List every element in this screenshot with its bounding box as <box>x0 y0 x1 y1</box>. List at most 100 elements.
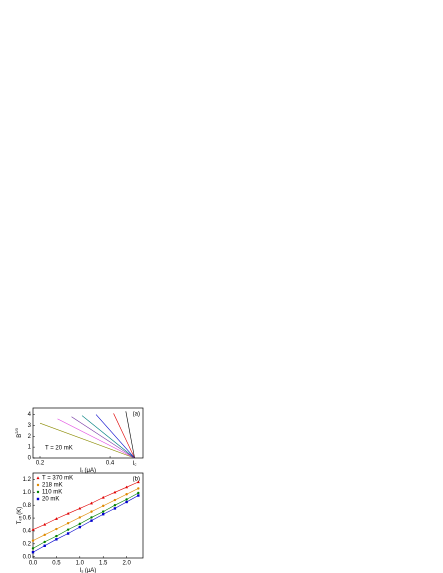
marker <box>90 510 93 513</box>
annotation: T = 20 mK <box>45 446 73 452</box>
x-tick-label: 0.0 <box>29 561 38 567</box>
fit-line <box>125 411 135 459</box>
panel-label: (b) <box>133 477 140 483</box>
fit-line <box>32 492 139 549</box>
plot-frame <box>32 472 144 559</box>
x-label-sub: r <box>82 469 84 474</box>
marker <box>43 544 46 547</box>
marker <box>31 551 35 554</box>
legend-label: 218 mK <box>42 483 63 489</box>
marker <box>113 507 117 510</box>
y-tick-label: 0.4 <box>23 529 32 535</box>
legend-marker <box>36 490 40 494</box>
marker <box>31 528 35 531</box>
legend-marker <box>36 483 40 487</box>
y-tick-label: 0.0 <box>23 554 32 560</box>
fit-line <box>113 413 135 459</box>
marker <box>113 490 117 494</box>
marker <box>137 491 140 495</box>
y-label-main: B <box>17 434 23 438</box>
marker <box>66 511 70 515</box>
marker <box>43 522 47 526</box>
y-label-sup: 2/3 <box>14 427 19 433</box>
fit-line <box>81 415 135 459</box>
marker <box>31 547 35 550</box>
x-label-sub: s <box>81 569 83 573</box>
x-tick-label: 0.5 <box>52 561 61 567</box>
y-tick-label: 1 <box>28 445 32 451</box>
fit-line <box>32 481 139 530</box>
marker <box>113 503 117 507</box>
marker <box>66 528 70 531</box>
marker <box>90 501 94 505</box>
marker <box>125 498 128 501</box>
fit-line <box>39 422 135 459</box>
y-tick-label: 0.6 <box>23 516 32 522</box>
legend-marker <box>36 476 40 480</box>
x-tick-label: 1.5 <box>99 561 108 567</box>
legend-label: 20 mK <box>42 497 59 503</box>
fit-line <box>32 488 139 541</box>
marker <box>102 513 105 516</box>
marker <box>78 506 82 510</box>
y-axis-label: B2/3 <box>14 427 23 437</box>
marker <box>78 516 82 519</box>
y-label-sub: eff <box>18 515 23 520</box>
fit-line <box>71 416 135 459</box>
fit-line <box>57 418 135 459</box>
marker <box>43 533 46 537</box>
marker <box>55 534 58 538</box>
y-tick-label: 0.8 <box>23 503 32 509</box>
marker <box>125 500 128 504</box>
fit-line <box>95 414 135 459</box>
y-label-main: T <box>17 520 23 524</box>
x-tick-label: 0.4 <box>106 461 115 467</box>
ic-sub: c <box>134 462 136 467</box>
x-label-unit: (μA) <box>85 568 96 573</box>
x-axis-label: Is (μA) <box>80 568 97 573</box>
marker <box>101 495 105 499</box>
y-tick-label: 4 <box>28 412 32 418</box>
marker <box>55 538 58 541</box>
y-tick-label: 0 <box>28 456 32 462</box>
x-axis-label: Ir (μA) <box>80 468 96 474</box>
legend-label: T = 370 mK <box>42 476 73 482</box>
y-tick-label: 2 <box>28 434 32 440</box>
x-label-main: I <box>80 468 82 474</box>
y-label-unit: (K) <box>17 507 23 515</box>
marker <box>102 504 105 508</box>
marker <box>54 517 58 520</box>
ic-label: Ic <box>133 461 137 467</box>
marker <box>55 527 58 531</box>
marker <box>136 480 140 484</box>
marker <box>90 519 93 522</box>
x-label-unit: (μA) <box>85 468 96 474</box>
x-tick-label: 2.0 <box>122 561 131 567</box>
marker <box>66 522 70 525</box>
fit-line <box>32 495 139 553</box>
panel-label: (a) <box>133 412 140 418</box>
legend-label: 110 mK <box>42 490 62 496</box>
y-tick-label: 0.2 <box>23 541 32 547</box>
x-tick-label: 0.2 <box>36 461 45 467</box>
marker <box>125 485 129 489</box>
marker <box>137 494 140 497</box>
marker <box>113 498 117 502</box>
marker <box>66 532 70 535</box>
marker <box>90 516 93 519</box>
legend-marker <box>36 497 40 501</box>
marker <box>102 510 105 513</box>
marker <box>137 487 140 490</box>
y-tick-label: 1.0 <box>23 490 32 496</box>
x-tick-label: 1.0 <box>76 561 85 567</box>
marker <box>78 525 82 529</box>
x-label-main: I <box>80 568 82 573</box>
y-tick-label: 3 <box>28 423 32 429</box>
y-tick-label: 1.2 <box>23 477 32 483</box>
marker <box>125 493 128 496</box>
y-axis-label: Teff(K) <box>17 507 23 525</box>
plot-frame <box>32 407 144 459</box>
marker <box>43 540 46 544</box>
ic-main: I <box>133 461 135 467</box>
